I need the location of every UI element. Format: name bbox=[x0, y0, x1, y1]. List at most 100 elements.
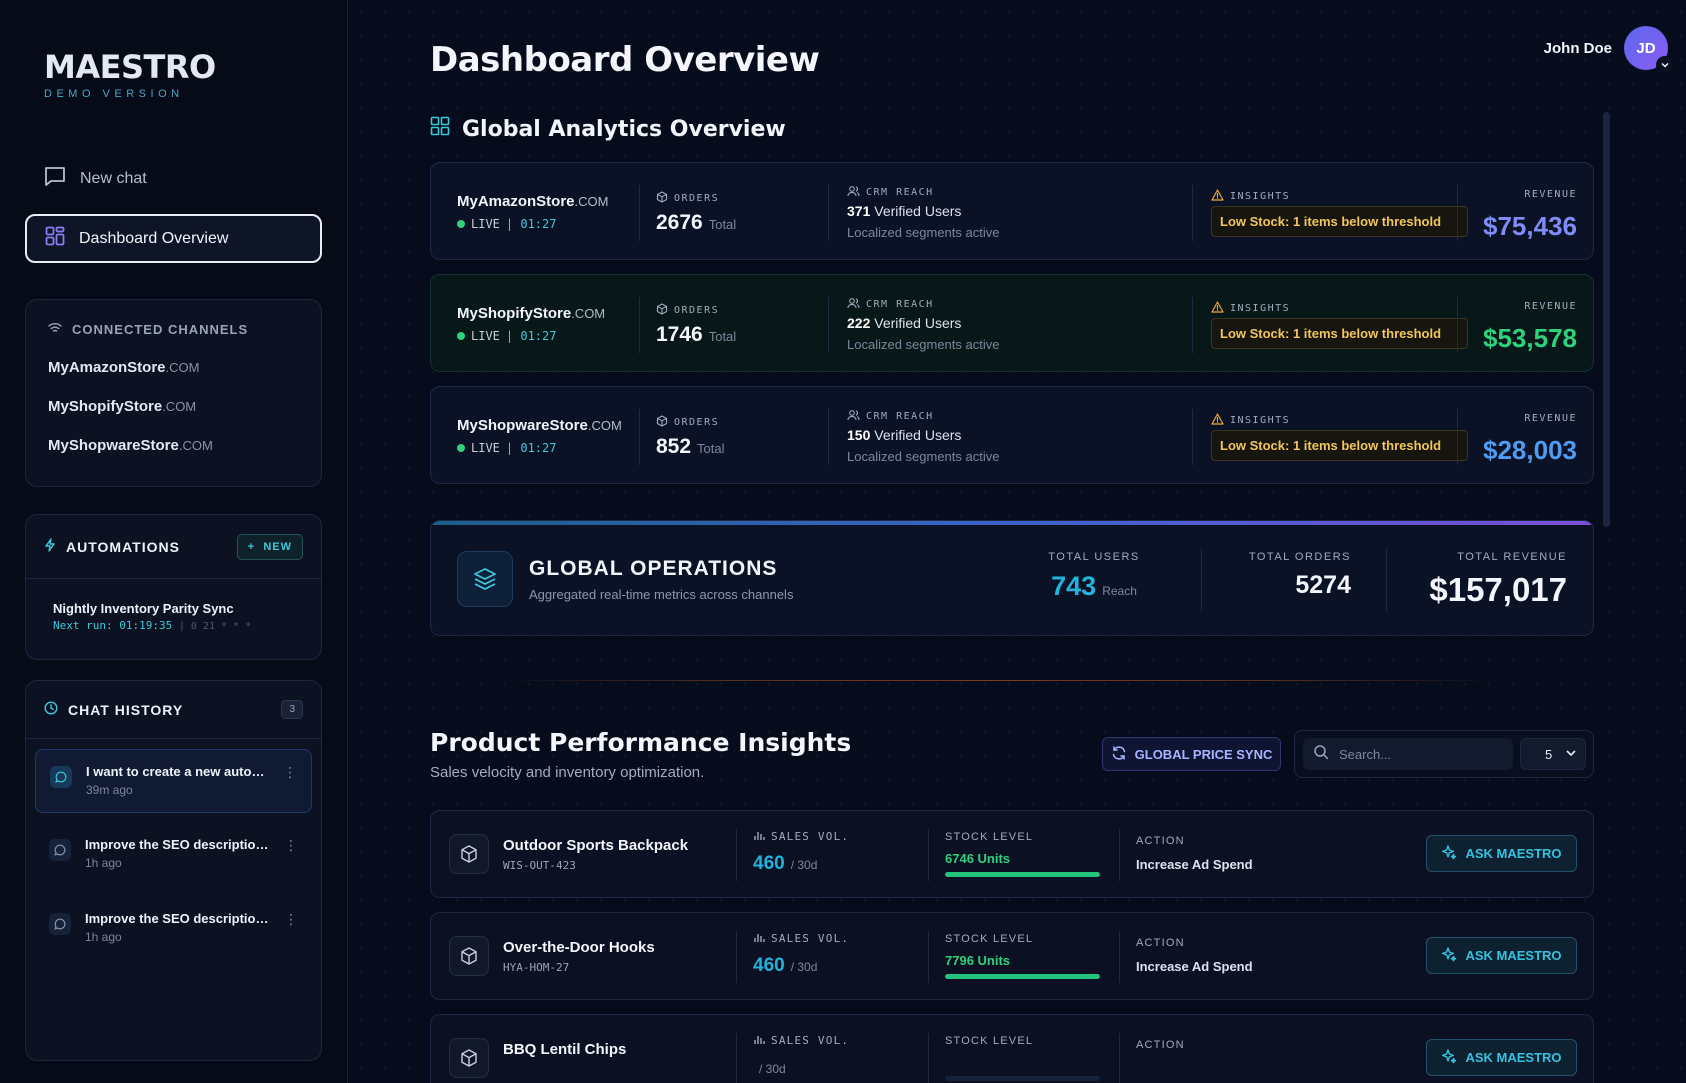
insight-badge[interactable]: Low Stock: 1 items below threshold bbox=[1211, 206, 1468, 237]
stock-progress-bar bbox=[945, 1076, 1100, 1081]
global-analytics-title: Global Analytics Overview bbox=[430, 116, 786, 142]
automations-panel: AUTOMATIONS + NEW Nightly Inventory Pari… bbox=[25, 514, 322, 660]
chat-bubble-icon bbox=[49, 839, 71, 861]
store-card[interactable]: MyShopwareStore.COM LIVE | 01:27 ORDERS 852 T… bbox=[430, 386, 1594, 484]
sales-label: SALES VOL. bbox=[753, 931, 849, 946]
channel-domain: .COM bbox=[162, 399, 197, 414]
ask-maestro-label: ASK MAESTRO bbox=[1465, 1050, 1562, 1065]
more-vertical-icon[interactable]: ⋮ bbox=[283, 764, 297, 780]
history-item[interactable]: Improve the SEO description of product 1… bbox=[35, 897, 312, 961]
chevron-down-icon bbox=[1656, 56, 1674, 74]
action-label: ACTION bbox=[1136, 1039, 1185, 1051]
orders-number: 2676 bbox=[656, 211, 703, 234]
brand-title: MAESTRO bbox=[44, 48, 216, 86]
live-dot-icon bbox=[457, 220, 465, 228]
users-icon bbox=[847, 297, 860, 312]
crm-users: 150 Verified Users bbox=[847, 427, 961, 443]
more-vertical-icon[interactable]: ⋮ bbox=[284, 837, 298, 853]
channel-name: MyAmazonStore bbox=[48, 359, 166, 376]
search-input[interactable] bbox=[1339, 746, 1499, 762]
brand-logo[interactable]: MAESTRO DEMO VERSION bbox=[44, 48, 216, 100]
new-automation-button[interactable]: + NEW bbox=[236, 533, 303, 560]
ask-maestro-button[interactable]: ASK MAESTRO bbox=[1426, 1039, 1577, 1076]
store-card[interactable]: MyAmazonStore.COM LIVE | 01:27 ORDERS 2676 To… bbox=[430, 162, 1594, 260]
products-subtitle: Sales velocity and inventory optimizatio… bbox=[430, 764, 705, 781]
divider bbox=[1386, 549, 1387, 611]
total-users-value: 743 Reach bbox=[1039, 571, 1149, 602]
nav-dashboard-overview[interactable]: Dashboard Overview bbox=[25, 214, 322, 263]
orders-label: ORDERS bbox=[656, 415, 719, 430]
live-status: LIVE | 01:27 bbox=[457, 329, 556, 343]
insights-label-text: INSIGHTS bbox=[1230, 303, 1291, 314]
refresh-icon bbox=[1111, 745, 1127, 764]
history-item[interactable]: Improve the SEO description of product 1… bbox=[35, 823, 312, 887]
channel-item-amazon[interactable]: MyAmazonStore.COM bbox=[48, 359, 299, 376]
orders-number: 852 bbox=[656, 435, 692, 458]
crm-users: 371 Verified Users bbox=[847, 203, 961, 219]
connected-channels-panel: CONNECTED CHANNELS MyAmazonStore.COM MyS… bbox=[25, 299, 322, 487]
divider bbox=[1457, 409, 1458, 465]
history-item-time: 39m ago bbox=[86, 783, 133, 797]
global-price-sync-button[interactable]: GLOBAL PRICE SYNC bbox=[1102, 737, 1281, 771]
page-size-select[interactable]: 5 bbox=[1520, 738, 1586, 770]
orders-label: ORDERS bbox=[656, 191, 719, 206]
total-orders-label: TOTAL ORDERS bbox=[1248, 551, 1351, 563]
avatar[interactable]: JD bbox=[1624, 26, 1674, 74]
history-count-badge: 3 bbox=[281, 700, 303, 719]
store-name-text: MyShopifyStore bbox=[457, 305, 572, 322]
dashboard-grid-icon bbox=[45, 226, 65, 251]
insight-badge[interactable]: Low Stock: 1 items below threshold bbox=[1211, 318, 1468, 349]
divider bbox=[736, 1033, 737, 1083]
revenue-label: REVENUE bbox=[1524, 189, 1577, 200]
divider bbox=[928, 829, 929, 881]
divider bbox=[1457, 185, 1458, 241]
history-item[interactable]: I want to create a new automation 39m ag… bbox=[35, 749, 312, 813]
crm-users-count: 371 bbox=[847, 203, 871, 219]
automation-next-run: Next run: 01:19:35 bbox=[53, 619, 173, 632]
crm-users-suffix: Verified Users bbox=[874, 203, 962, 219]
ask-maestro-button[interactable]: ASK MAESTRO bbox=[1426, 835, 1577, 872]
new-chat-label: New chat bbox=[80, 169, 147, 187]
crm-users-suffix: Verified Users bbox=[874, 315, 962, 331]
store-card[interactable]: MyShopifyStore.COM LIVE | 01:27 ORDERS 1746 T… bbox=[430, 274, 1594, 372]
product-row[interactable]: BBQ Lentil Chips SALES VOL. / 30d STOCK LEV… bbox=[430, 1014, 1594, 1083]
new-automation-label: NEW bbox=[263, 540, 292, 553]
sales-label-text: SALES VOL. bbox=[771, 1034, 850, 1047]
brand-subtitle: DEMO VERSION bbox=[44, 88, 184, 100]
new-chat-button[interactable]: New chat bbox=[44, 166, 147, 191]
revenue-label: REVENUE bbox=[1524, 301, 1577, 312]
insight-badge[interactable]: Low Stock: 1 items below threshold bbox=[1211, 430, 1468, 461]
crm-users-count: 150 bbox=[847, 427, 871, 443]
plus-icon: + bbox=[247, 540, 256, 553]
automations-header: AUTOMATIONS + NEW bbox=[26, 515, 321, 579]
live-dot-icon bbox=[457, 444, 465, 452]
orders-label-text: ORDERS bbox=[674, 305, 720, 316]
product-name: Outdoor Sports Backpack bbox=[503, 837, 689, 854]
product-row[interactable]: Outdoor Sports Backpack WIS-OUT-423 SALES … bbox=[430, 810, 1594, 898]
store-name: MyAmazonStore.COM bbox=[457, 193, 608, 210]
total-orders-stat: TOTAL ORDERS 5274 bbox=[1221, 551, 1351, 600]
sales-label: SALES VOL. bbox=[753, 1033, 849, 1048]
channel-item-shopware[interactable]: MyShopwareStore.COM bbox=[48, 437, 299, 454]
orders-total-suffix: Total bbox=[708, 217, 737, 232]
chat-bubble-icon bbox=[49, 913, 71, 935]
live-label: LIVE bbox=[471, 329, 500, 343]
user-menu[interactable]: John Doe JD bbox=[1544, 26, 1674, 74]
grid-icon bbox=[430, 116, 450, 142]
ask-maestro-button[interactable]: ASK MAESTRO bbox=[1426, 937, 1577, 974]
channels-title: CONNECTED CHANNELS bbox=[72, 322, 249, 337]
automation-cron: | 0 21 * * * bbox=[178, 621, 252, 632]
reach-suffix: Reach bbox=[1102, 584, 1137, 598]
crm-label-text: CRM REACH bbox=[866, 411, 934, 422]
channel-item-shopify[interactable]: MyShopifyStore.COM bbox=[48, 398, 299, 415]
automation-item[interactable]: Nightly Inventory Parity Sync Next run: … bbox=[26, 579, 321, 632]
users-icon bbox=[847, 409, 860, 424]
more-vertical-icon[interactable]: ⋮ bbox=[284, 911, 298, 927]
product-row[interactable]: Over-the-Door Hooks HYA-HOM-27 SALES VOL. 4… bbox=[430, 912, 1594, 1000]
layers-icon bbox=[457, 551, 513, 607]
divider bbox=[639, 185, 640, 241]
scrollbar-thumb[interactable] bbox=[1603, 112, 1610, 527]
history-title-group: CHAT HISTORY bbox=[44, 701, 183, 718]
history-item-title: I want to create a new automation bbox=[86, 764, 271, 779]
orders-value: 2676 Total bbox=[656, 211, 736, 235]
